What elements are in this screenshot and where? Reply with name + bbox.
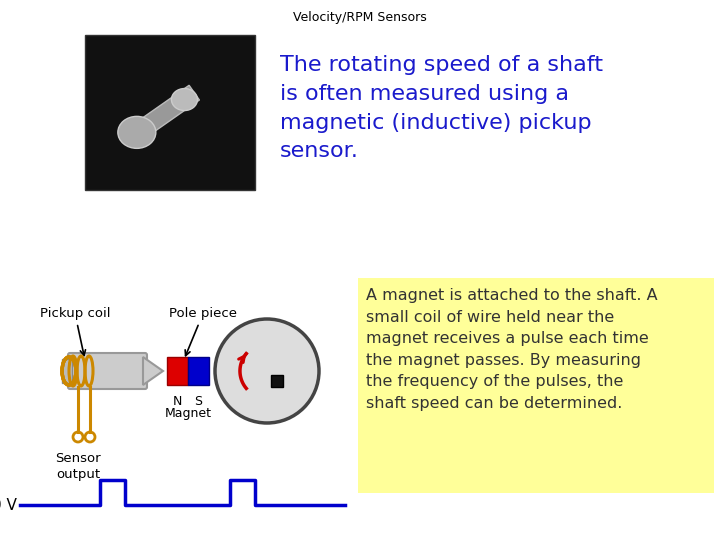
Text: Pole piece: Pole piece (169, 307, 237, 356)
Bar (167, 357, 188, 385)
Text: Magnet: Magnet (164, 407, 212, 420)
Circle shape (215, 319, 319, 423)
Text: S: S (194, 395, 202, 408)
Text: A magnet is attached to the shaft. A
small coil of wire held near the
magnet rec: A magnet is attached to the shaft. A sma… (366, 288, 657, 411)
Polygon shape (124, 85, 199, 146)
Polygon shape (143, 357, 163, 385)
Bar (188, 357, 209, 385)
Text: Sensor
output: Sensor output (55, 452, 101, 481)
Text: Pickup coil: Pickup coil (40, 307, 110, 355)
Bar (85, 35, 255, 190)
Text: Velocity/RPM Sensors: Velocity/RPM Sensors (293, 11, 427, 24)
Bar (358, 278, 714, 493)
Text: 0 V: 0 V (0, 497, 17, 512)
Ellipse shape (171, 89, 197, 111)
Ellipse shape (118, 116, 156, 148)
FancyBboxPatch shape (68, 353, 147, 389)
Text: N: N (173, 395, 182, 408)
Bar (62, 359, 72, 383)
Text: The rotating speed of a shaft
is often measured using a
magnetic (inductive) pic: The rotating speed of a shaft is often m… (280, 55, 603, 161)
